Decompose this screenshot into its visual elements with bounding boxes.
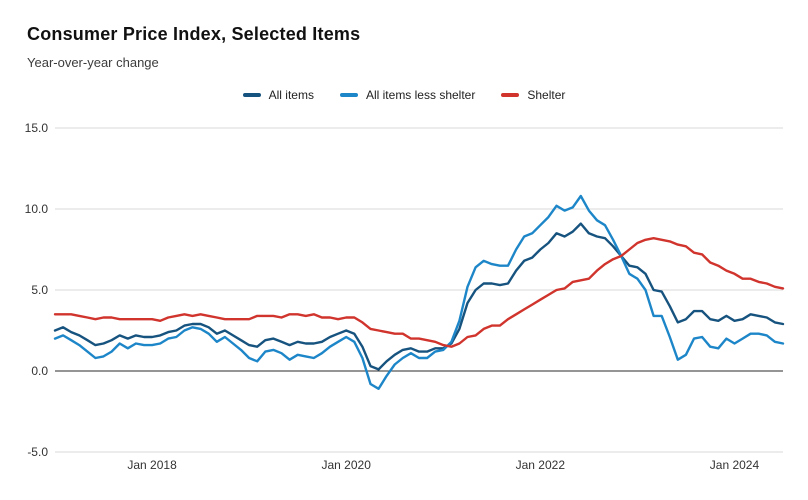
series-line-all-items <box>53 222 785 371</box>
y-axis-tick-label: 10.0 <box>25 202 49 216</box>
x-axis-tick-label: Jan 2024 <box>710 458 760 472</box>
all-items-swatch-icon <box>242 93 261 97</box>
legend-label: All items less shelter <box>365 88 476 102</box>
series-line-shelter <box>53 236 785 348</box>
legend-label: All items <box>268 88 314 102</box>
y-axis-tick-label: 5.0 <box>31 283 48 297</box>
all-items-less-shelter-swatch-icon <box>339 93 358 97</box>
shelter-swatch-icon <box>501 93 520 97</box>
chart-legend: All items All items less shelter Shelter <box>0 88 808 102</box>
x-axis-tick-label: Jan 2022 <box>516 458 566 472</box>
legend-item-all-items-less-shelter: All items less shelter <box>339 88 476 102</box>
y-axis-tick-label: 15.0 <box>25 121 49 135</box>
page-title: Consumer Price Index, Selected Items <box>27 24 361 44</box>
y-axis-tick-label: -5.0 <box>27 445 48 459</box>
x-axis-tick-label: Jan 2018 <box>127 458 177 472</box>
legend-item-shelter: Shelter <box>501 88 565 102</box>
chart-subtitle: Year-over-year change <box>27 55 159 70</box>
legend-label: Shelter <box>527 88 566 102</box>
y-axis-tick-label: 0.0 <box>31 364 48 378</box>
legend-item-all-items: All items <box>242 88 314 102</box>
x-axis-tick-label: Jan 2020 <box>322 458 372 472</box>
series-line-all-items-less-shelter <box>53 194 785 390</box>
